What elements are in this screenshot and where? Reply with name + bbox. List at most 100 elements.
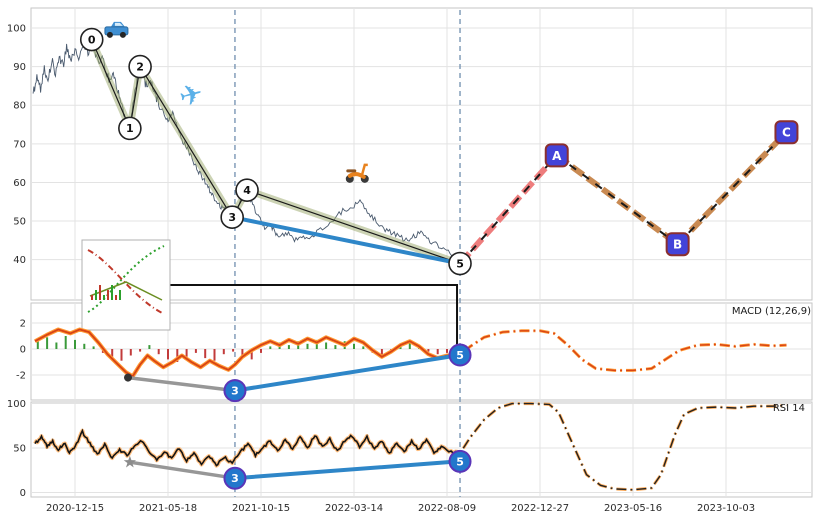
y-tick-label: 50 xyxy=(13,217,26,228)
x-tick-label: 2021-05-18 xyxy=(139,503,197,514)
macd-histogram-bar xyxy=(129,349,132,356)
macd-histogram-bar xyxy=(353,343,355,349)
y-tick-label: -2 xyxy=(16,371,26,382)
macd-histogram-bar xyxy=(148,345,151,349)
macd-marker-circle xyxy=(448,343,472,367)
rsi-trendline xyxy=(233,459,462,481)
macd-forecast-line xyxy=(459,330,787,372)
rsi-line xyxy=(34,428,461,467)
rsi-star-marker xyxy=(123,455,137,468)
rsi-panel-group xyxy=(33,402,787,492)
price-trendline-3-5 xyxy=(230,215,462,266)
y-tick-label: 80 xyxy=(13,101,26,112)
macd-histogram-bar xyxy=(380,349,383,356)
wave-marker-label: 5 xyxy=(456,257,464,270)
x-tick-label: 2023-10-03 xyxy=(697,503,755,514)
inset-connector-line xyxy=(170,284,459,355)
wave-marker-label: 1 xyxy=(126,122,134,135)
projection-marker-B: B xyxy=(665,232,690,257)
rsi-forecast-line xyxy=(459,402,787,491)
macd-histogram-bar xyxy=(139,349,142,352)
rsi-marker-5: 5 xyxy=(448,449,472,473)
macd-histogram-bar xyxy=(204,349,207,359)
macd-histogram-bar xyxy=(260,349,262,353)
wave-marker-circle xyxy=(128,54,152,79)
scooter-steering xyxy=(360,163,368,177)
rsi-marker-label: 5 xyxy=(456,455,464,468)
macd-marker-label: 3 xyxy=(231,385,239,398)
macd-line xyxy=(34,328,461,378)
macd-histogram-bar xyxy=(83,343,86,349)
projection-marker-box xyxy=(665,232,690,257)
macd-histogram-bar xyxy=(362,346,365,349)
wave-marker-label: 3 xyxy=(228,211,236,224)
macd-histogram-bar xyxy=(92,346,95,349)
macd-histogram-bar xyxy=(306,343,309,349)
macd-histogram-bar xyxy=(222,349,225,355)
macd-histogram-bar xyxy=(111,349,114,357)
macd-histogram-bar xyxy=(436,349,439,355)
macd-histogram-bar xyxy=(157,349,160,355)
y-tick-label: 0 xyxy=(20,488,26,499)
wave-marker-5: 5 xyxy=(448,251,472,276)
macd-histogram-bar xyxy=(74,339,76,349)
rsi-marker-3: 3 xyxy=(223,466,247,490)
scooter-icon xyxy=(345,163,369,183)
car-wheel xyxy=(106,31,113,38)
y-tick-label: 100 xyxy=(7,24,26,35)
macd-histogram-bar xyxy=(334,345,337,349)
macd-histogram-bar xyxy=(176,349,179,362)
macd-histogram-bar xyxy=(64,336,67,349)
y-tick-label: 2 xyxy=(20,319,26,330)
macd-histogram-bar xyxy=(185,349,188,357)
macd-histogram-bar xyxy=(55,342,58,349)
macd-histogram-bar xyxy=(250,349,253,360)
x-tick-label: 2022-12-27 xyxy=(511,503,569,514)
macd-marker-label: 5 xyxy=(456,349,464,362)
wave-marker-circle xyxy=(118,116,142,141)
y-tick-label: 0 xyxy=(20,345,26,356)
y-tick-label: 70 xyxy=(13,139,26,150)
macd-histogram-bar xyxy=(287,345,290,349)
wave-line xyxy=(91,39,461,265)
wave-marker-3: 3 xyxy=(220,205,244,229)
inset-olive-line xyxy=(89,281,163,301)
y-tick-label: 40 xyxy=(13,255,26,266)
projection-marker-A: A xyxy=(544,143,569,168)
projection-marker-label: B xyxy=(673,238,682,252)
wave-marker-4: 4 xyxy=(235,178,259,202)
rsi-gray-segment xyxy=(128,460,237,480)
wave-marker-label: 2 xyxy=(136,60,144,73)
projection-marker-box xyxy=(774,120,799,145)
x-tick-label: 2022-03-14 xyxy=(325,503,383,514)
car-wheel xyxy=(119,31,126,38)
scooter-body xyxy=(347,172,366,179)
macd-legend-label: MACD (12,26,9) xyxy=(731,306,811,317)
projection-line xyxy=(675,130,789,247)
car-icon xyxy=(104,21,129,38)
projection-line-overlay xyxy=(676,131,788,245)
x-tick-label: 2023-05-16 xyxy=(604,503,662,514)
macd-histogram-bar xyxy=(36,341,39,349)
rsi-marker-circle xyxy=(223,466,247,490)
rsi-marker-circle xyxy=(448,449,472,473)
macd-panel-group xyxy=(34,327,787,393)
price-panel-group xyxy=(32,38,789,267)
projection-line xyxy=(457,153,559,266)
x-tick-label: 2021-10-15 xyxy=(232,503,290,514)
macd-gray-segment xyxy=(126,375,237,393)
y-tick-label: 90 xyxy=(13,62,26,73)
wave-marker-0: 0 xyxy=(79,27,104,52)
rsi-marker-label: 3 xyxy=(231,472,239,485)
macd-histogram-bar xyxy=(241,349,244,356)
y-tick-label: 100 xyxy=(7,399,26,410)
y-tick-label: 60 xyxy=(13,178,26,189)
y-tick-label: 50 xyxy=(13,444,26,455)
macd-histogram-bar xyxy=(167,349,169,360)
wave-marker-1: 1 xyxy=(118,116,142,141)
macd-histogram-bar xyxy=(269,346,272,349)
macd-histogram-bar xyxy=(325,342,328,349)
wave-marker-circle xyxy=(79,27,104,52)
macd-histogram-bar xyxy=(427,349,430,352)
